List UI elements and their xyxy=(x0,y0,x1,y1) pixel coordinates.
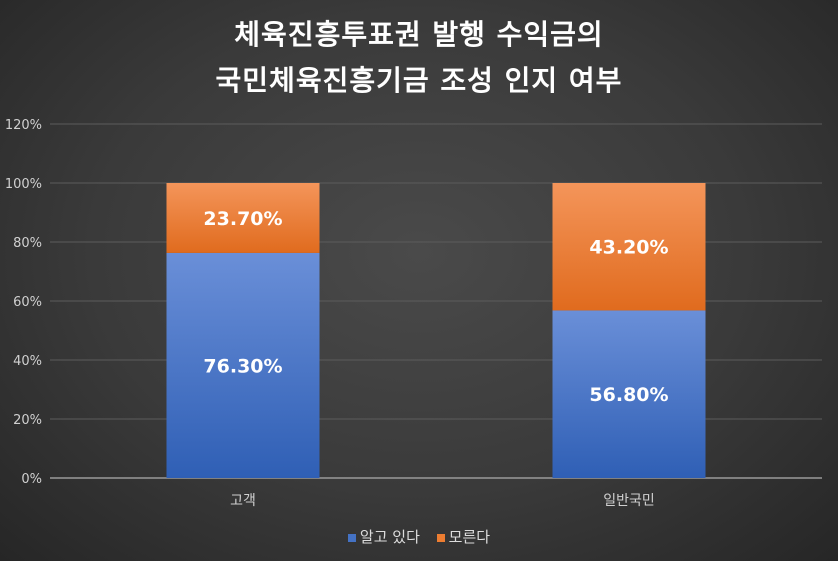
data-label: 23.70% xyxy=(203,208,282,230)
data-label: 43.20% xyxy=(589,237,668,259)
y-tick-label: 0% xyxy=(21,472,42,487)
data-label: 76.30% xyxy=(203,355,282,377)
bar-known xyxy=(166,252,320,478)
bar-known xyxy=(552,310,706,478)
data-label: 56.80% xyxy=(589,384,668,406)
chart-title: 체육진흥투표권 발행 수익금의 국민체육진흥기금 조성 인지 여부 xyxy=(0,12,838,104)
y-tick-label: 40% xyxy=(13,354,42,369)
y-tick-label: 60% xyxy=(13,295,42,310)
legend-label-unknown: 모른다 xyxy=(448,528,491,546)
y-tick-label: 20% xyxy=(13,413,42,428)
bar-unknown xyxy=(166,183,320,253)
y-tick-label: 120% xyxy=(5,118,42,133)
legend-item-known: 알고 있다 xyxy=(347,526,420,547)
legend: 알고 있다 모른다 xyxy=(0,526,838,547)
chart-title-line-2: 국민체육진흥기금 조성 인지 여부 xyxy=(215,64,623,97)
bar-unknown xyxy=(552,183,706,311)
y-tick-label: 100% xyxy=(5,177,42,192)
x-tick-label: 일반국민 xyxy=(603,493,655,509)
legend-label-known: 알고 있다 xyxy=(359,528,420,546)
legend-swatch-known xyxy=(347,533,356,542)
chart-title-line-1: 체육진흥투표권 발행 수익금의 xyxy=(234,18,604,51)
y-tick-label: 80% xyxy=(13,236,42,251)
x-tick-label: 고객 xyxy=(230,493,256,509)
legend-swatch-unknown xyxy=(436,533,445,542)
legend-item-unknown: 모른다 xyxy=(436,526,491,547)
